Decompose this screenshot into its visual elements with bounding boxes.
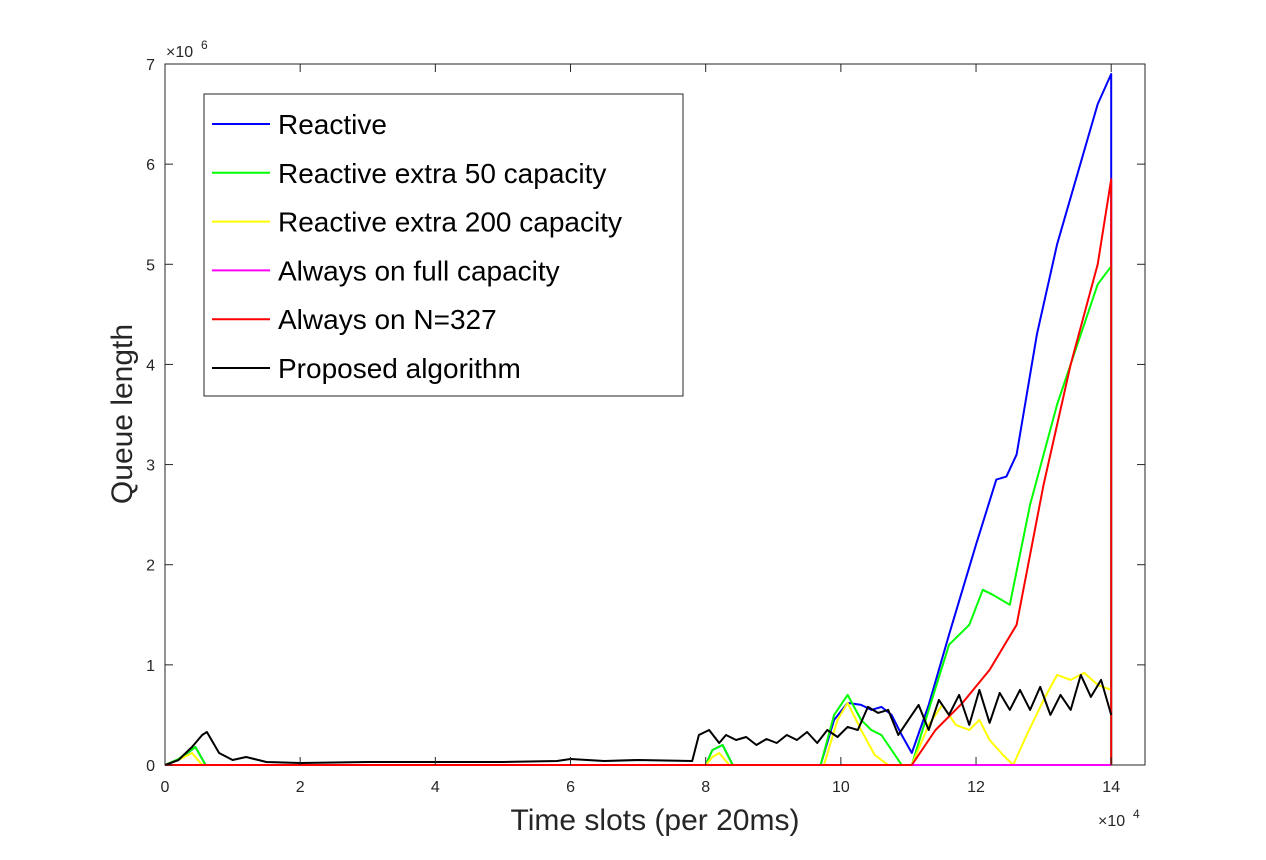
- legend-label-5: Proposed algorithm: [278, 353, 521, 384]
- series-layer: [164, 73, 1113, 766]
- y-exponent-base: ×10: [166, 44, 193, 61]
- legend-box: [203, 93, 684, 397]
- x-tick-label: 2: [296, 779, 305, 796]
- legend-items: Reactive Reactive extra 50 capacity Reacti…: [212, 109, 622, 384]
- legend-label-1: Reactive extra 50 capacity: [278, 158, 606, 189]
- x-axis-label: Time slots (per 20ms): [511, 804, 800, 837]
- legend: Reactive Reactive extra 50 capacity Reacti…: [203, 93, 684, 397]
- series-line-4: [165, 178, 1113, 766]
- y-exponent: ×10 6: [166, 38, 208, 61]
- series-line-1: [164, 265, 1113, 766]
- y-tick-label: 1: [146, 658, 155, 675]
- legend-label-4: Always on N=327: [278, 304, 497, 335]
- legend-label-2: Reactive extra 200 capacity: [278, 207, 622, 238]
- series-line-2: [164, 671, 1112, 766]
- y-exponent-power: 6: [201, 38, 208, 52]
- series-line-5: [164, 673, 1113, 766]
- x-tick-label: 4: [431, 779, 440, 796]
- y-tick-label: 5: [146, 257, 155, 274]
- y-axis-label: Queue length: [106, 324, 139, 504]
- y-tick-label: 0: [146, 758, 155, 775]
- x-exponent-base: ×10: [1098, 813, 1125, 830]
- x-tick-label: 8: [701, 779, 710, 796]
- x-tick-label: 6: [566, 779, 575, 796]
- x-exponent-power: 4: [1133, 807, 1140, 821]
- x-tick-label: 0: [161, 779, 170, 796]
- legend-label-3: Always on full capacity: [278, 255, 560, 286]
- legend-label-0: Reactive: [278, 109, 387, 140]
- y-tick-label: 2: [146, 558, 155, 575]
- x-tick-label: 10: [832, 779, 850, 796]
- y-tick-label: 3: [146, 458, 155, 475]
- x-tick-label: 12: [967, 779, 985, 796]
- x-tick-label: 14: [1102, 779, 1120, 796]
- y-tick-label: 4: [146, 357, 155, 374]
- y-tick-label: 6: [146, 157, 155, 174]
- y-tick-label: 7: [146, 57, 155, 74]
- x-exponent: ×10 4: [1098, 807, 1140, 830]
